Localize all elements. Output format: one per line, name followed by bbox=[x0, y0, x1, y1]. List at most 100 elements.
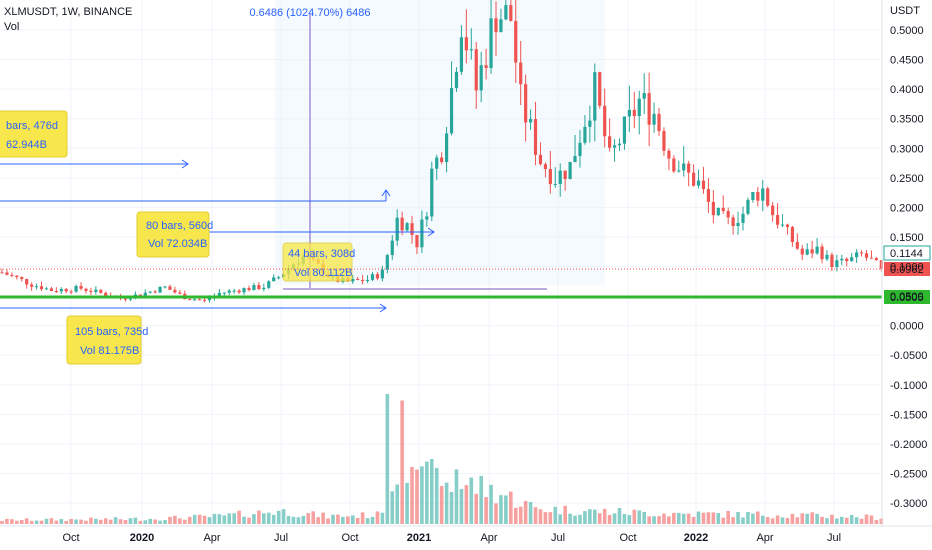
volume-bar bbox=[400, 400, 404, 524]
candle-body bbox=[232, 290, 236, 292]
candle-body bbox=[736, 222, 740, 227]
candle-body bbox=[785, 224, 790, 228]
candle-body bbox=[528, 119, 533, 123]
volume-bar bbox=[652, 516, 656, 524]
volume-bar bbox=[153, 519, 157, 524]
volume-bar bbox=[726, 510, 730, 524]
annotation-735d[interactable]: 105 bars, 735d Vol 81.175B bbox=[66, 315, 148, 365]
volume-bar bbox=[291, 516, 296, 524]
candle-body bbox=[420, 219, 424, 248]
volume-legend[interactable]: Vol bbox=[4, 21, 20, 33]
volume-bar bbox=[434, 467, 439, 524]
candle-body bbox=[830, 254, 834, 268]
volume-bar bbox=[681, 513, 686, 524]
candle-body bbox=[672, 158, 676, 172]
volume-bar bbox=[346, 516, 350, 524]
volume-bar bbox=[790, 513, 795, 524]
candle-body bbox=[410, 223, 414, 235]
volume-bar bbox=[257, 510, 261, 524]
drawing-layer[interactable]: 0.6486 (1024.70%) 6486 bars, 476d 62.944… bbox=[0, 7, 882, 365]
annotation-line2: Vol 72.034B bbox=[148, 238, 207, 250]
volume-bar bbox=[212, 513, 217, 524]
candle-body bbox=[627, 109, 631, 117]
candle-body bbox=[74, 285, 78, 292]
volume-bar bbox=[701, 512, 706, 524]
volume-bar bbox=[15, 520, 19, 524]
candle-body bbox=[89, 290, 93, 293]
volume-bar bbox=[84, 520, 88, 524]
volume-bar bbox=[830, 514, 834, 524]
candle-body bbox=[425, 216, 429, 220]
volume-bar bbox=[869, 515, 874, 524]
time-ticks: Oct 2020 Apr Jul Oct 2021 Apr Jul Oct 2022 Apr Jul bbox=[62, 532, 841, 544]
volume-bar bbox=[266, 512, 271, 524]
volume-bar bbox=[128, 518, 133, 524]
price-tick-label: 0.4000 bbox=[890, 84, 924, 96]
candle-body bbox=[94, 289, 98, 293]
annotation-308d[interactable]: 44 bars, 308d Vol 80.112B bbox=[282, 242, 355, 282]
candle-body bbox=[840, 258, 844, 261]
candle-body bbox=[657, 113, 661, 132]
volume-bar bbox=[578, 514, 582, 524]
price-axis[interactable]: USDT 0.1144 0.0962 0.0505 bbox=[881, 0, 931, 526]
annotation-560d[interactable]: 80 bars, 560d Vol 72.034B bbox=[136, 211, 213, 258]
candle-body bbox=[469, 49, 473, 51]
volume-bar bbox=[143, 520, 148, 524]
volume-bar bbox=[612, 513, 617, 524]
volume-bar bbox=[859, 518, 864, 524]
volume-bar bbox=[39, 520, 44, 524]
volume-bar bbox=[622, 513, 627, 524]
volume-bar bbox=[602, 508, 607, 524]
volume-bar bbox=[746, 512, 750, 524]
candle-body bbox=[632, 109, 636, 117]
volume-bar bbox=[810, 512, 814, 524]
volume-bar bbox=[879, 518, 884, 524]
candle-body bbox=[435, 157, 439, 169]
volume-bar bbox=[252, 514, 256, 524]
volume-bar bbox=[202, 515, 207, 524]
annotation-line1: 80 bars, 560d bbox=[146, 220, 213, 232]
volume-bar bbox=[672, 512, 676, 524]
volume-bar bbox=[721, 517, 726, 524]
annotation-476d[interactable]: bars, 476d 62.944B bbox=[0, 110, 68, 158]
volume-bar bbox=[108, 519, 113, 524]
volume-bar bbox=[563, 505, 567, 524]
time-tick-label: 2022 bbox=[684, 532, 708, 544]
volume-bar bbox=[667, 516, 671, 524]
candle-body bbox=[563, 170, 567, 180]
candle-body bbox=[385, 255, 389, 270]
volume-bar bbox=[79, 519, 83, 524]
volume-bar bbox=[711, 512, 716, 524]
volume-bar bbox=[390, 491, 395, 524]
volume-bar bbox=[686, 513, 691, 524]
symbol-title[interactable]: XLMUSDT, 1W, BINANCE bbox=[4, 6, 133, 18]
candle-body bbox=[168, 286, 172, 290]
candle-body bbox=[583, 126, 587, 143]
candle-body bbox=[696, 180, 701, 186]
volume-bar bbox=[504, 495, 508, 524]
time-tick-label: Jul bbox=[551, 532, 565, 544]
volume-bar bbox=[158, 520, 162, 524]
candle-body bbox=[504, 5, 508, 20]
top-measure-label: 0.6486 (1024.70%) 6486 bbox=[249, 7, 370, 19]
volume-bar bbox=[429, 459, 434, 524]
price-tick-label: 0.2000 bbox=[890, 202, 924, 214]
high-price-badge bbox=[883, 245, 931, 261]
candle-body bbox=[257, 285, 261, 290]
candle-body bbox=[494, 18, 498, 33]
volume-bar bbox=[395, 484, 399, 524]
volume-bar bbox=[844, 517, 849, 524]
volume-bar bbox=[765, 517, 770, 524]
time-tick-label: 2021 bbox=[407, 532, 431, 544]
volume-bar bbox=[113, 517, 118, 524]
volume-bar bbox=[118, 519, 123, 524]
volume-bar bbox=[662, 513, 666, 524]
volume-bar bbox=[800, 513, 805, 524]
chart-legend: XLMUSDT, 1W, BINANCE Vol bbox=[4, 5, 132, 35]
volume-bar bbox=[222, 515, 227, 524]
candle-body bbox=[10, 274, 14, 276]
annotation-line1: 44 bars, 308d bbox=[288, 248, 355, 260]
last-price-label: 0.0962 bbox=[890, 264, 924, 276]
